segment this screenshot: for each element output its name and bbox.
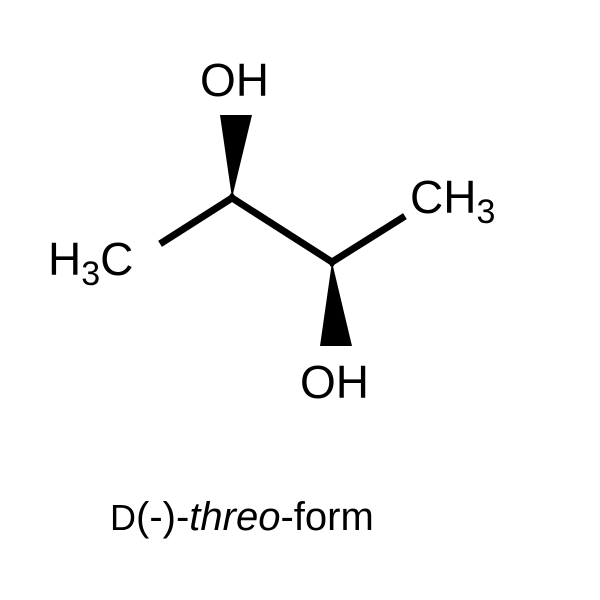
skeleton-bonds <box>163 198 402 262</box>
structure-diagram: OH OH H3C CH3 D(-)-threo-form <box>0 0 600 600</box>
ch3-left-label: H3C <box>48 233 133 293</box>
wedge-bond-bottom <box>320 262 352 346</box>
oh-bottom-label: OH <box>300 356 369 408</box>
caption: D(-)-threo-form <box>110 495 374 539</box>
wedge-bond-top <box>220 115 252 198</box>
ch3-right-label: CH3 <box>410 171 495 231</box>
oh-top-label: OH <box>200 54 269 106</box>
